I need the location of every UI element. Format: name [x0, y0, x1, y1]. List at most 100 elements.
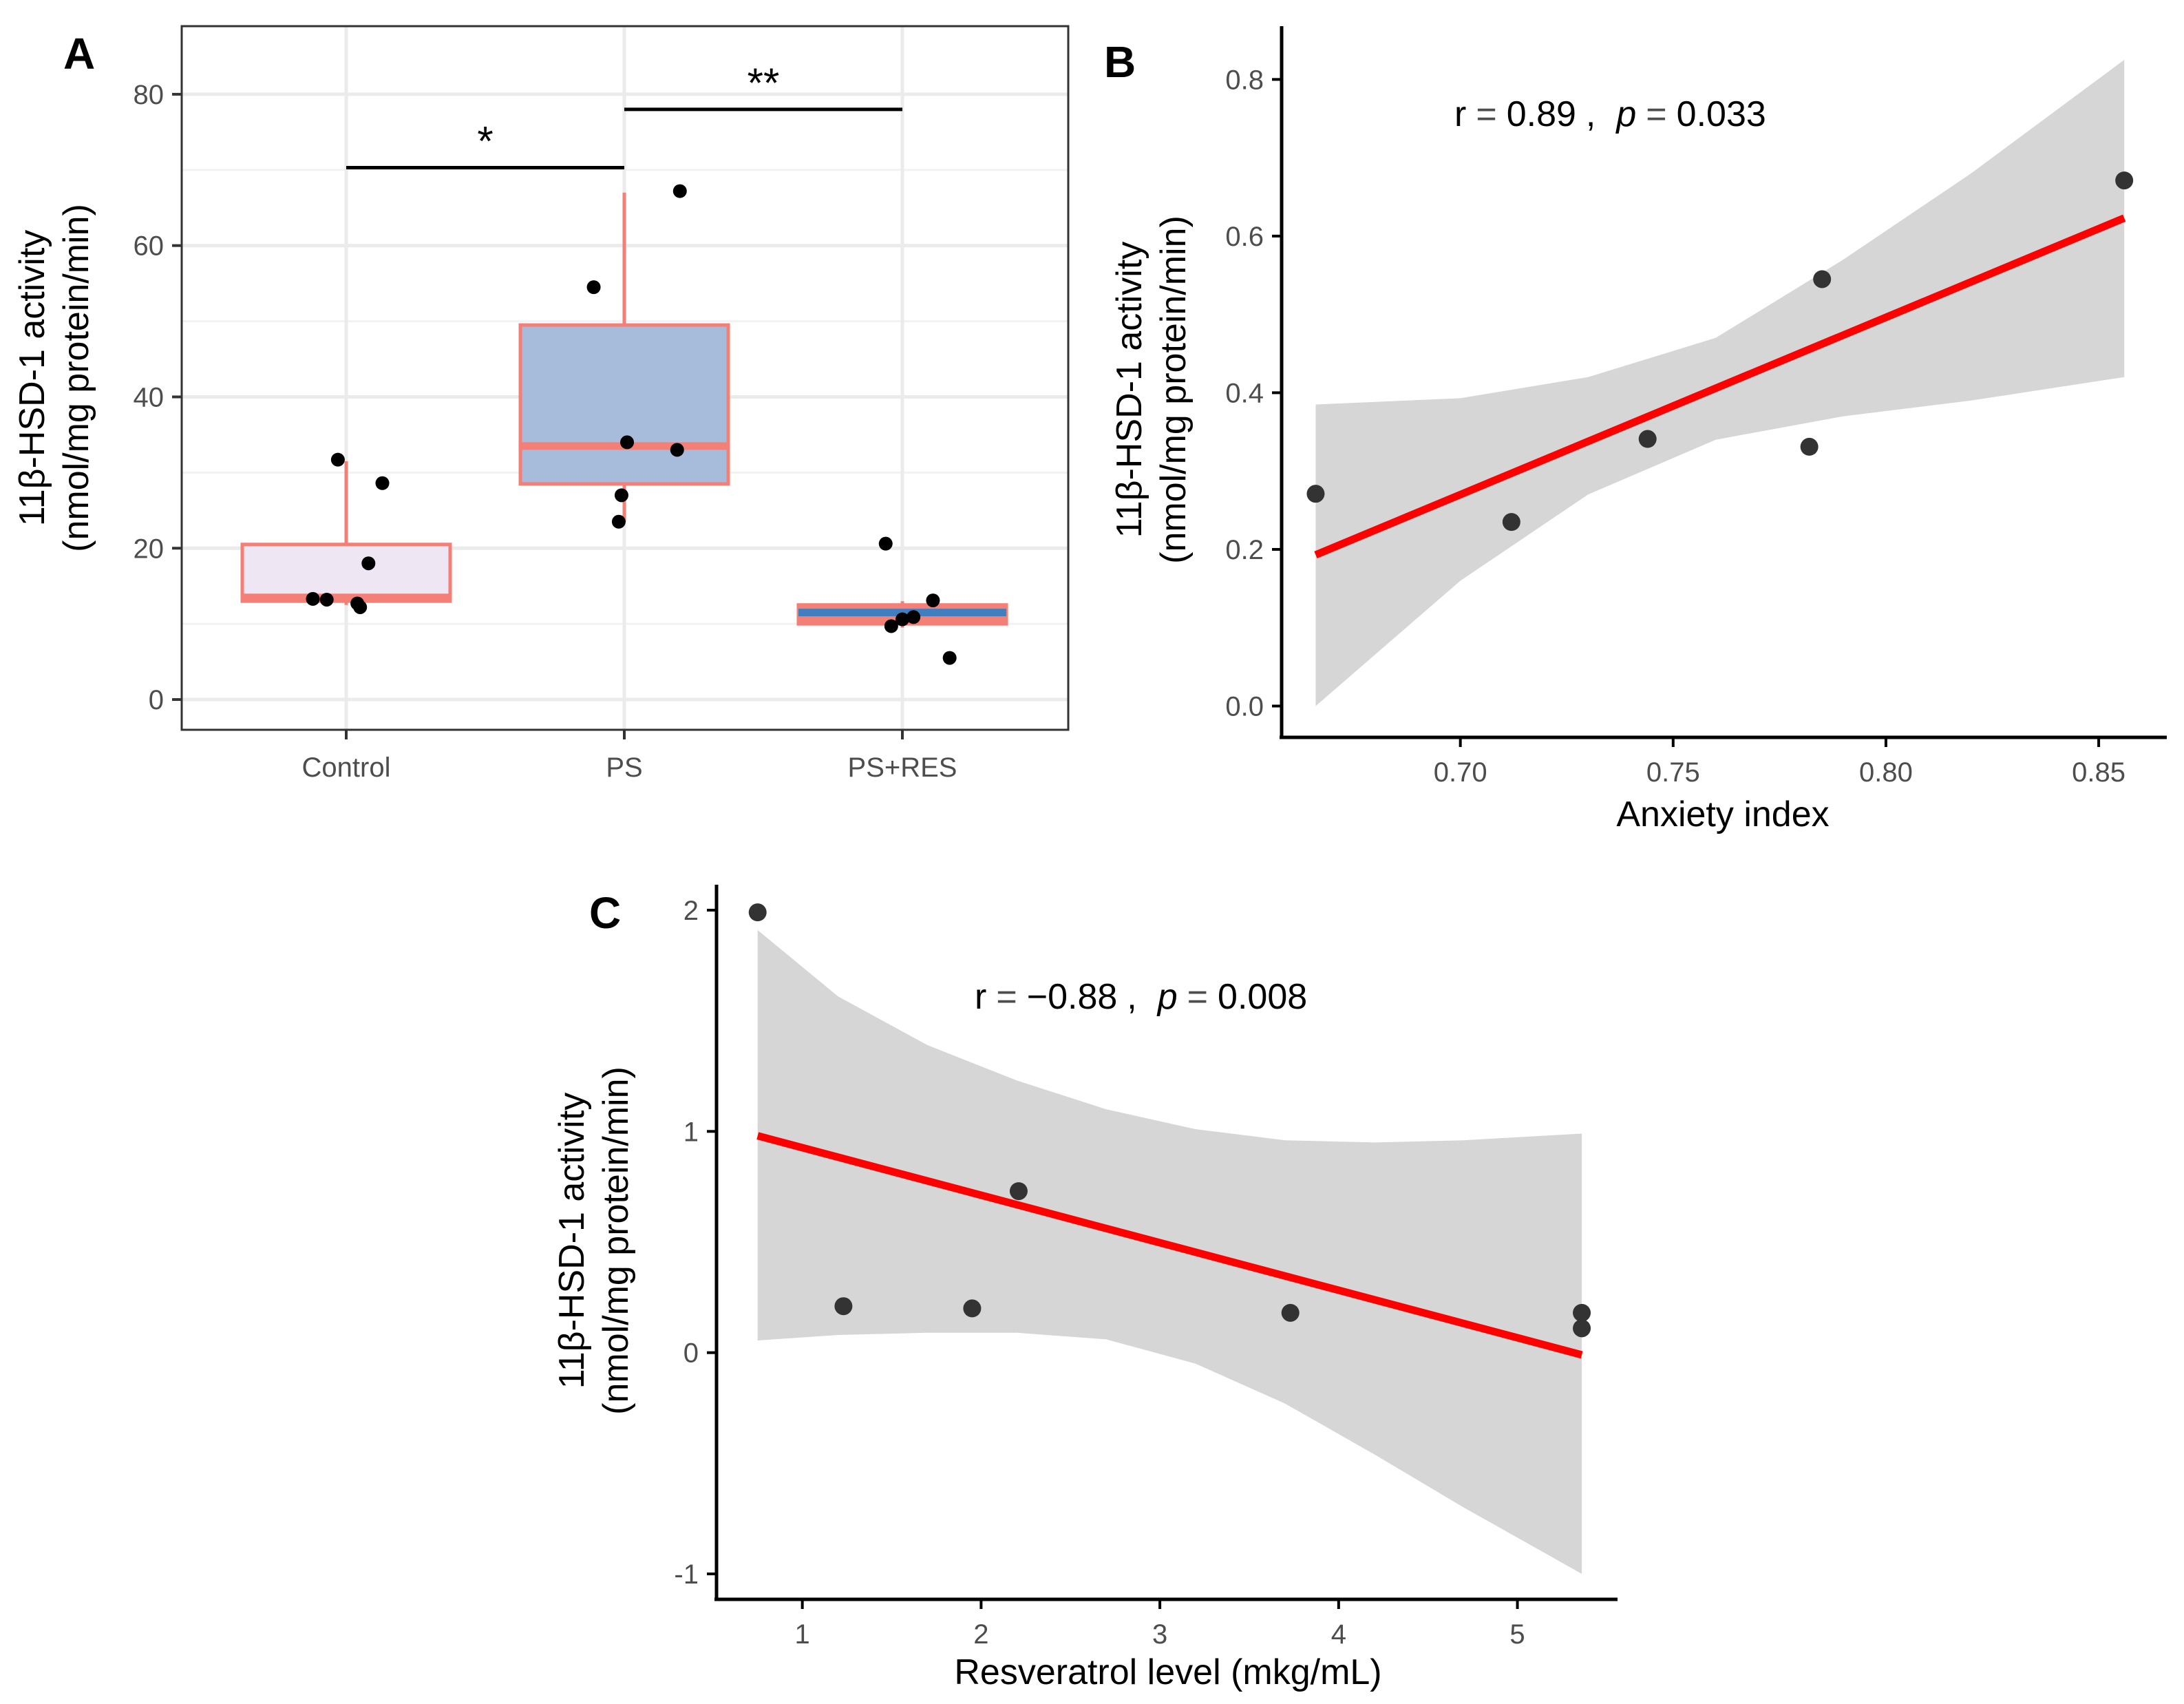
- panel-a-data-point: [926, 593, 940, 608]
- panel-c-x-axis-title: Resveratrol level (mkg/mL): [954, 1652, 1381, 1692]
- panel-a-significance-label: *: [477, 118, 493, 164]
- panel-b-x-axis-title: Anxiety index: [1616, 795, 1829, 834]
- panel-a-significance-bars: ***: [346, 60, 902, 169]
- panel-b-r-label: r: [1454, 94, 1466, 134]
- panel-c-x-tick-label: 5: [1509, 1619, 1525, 1650]
- panel-a-data-point: [620, 435, 635, 450]
- panel-c-confidence-band: [757, 929, 1582, 1574]
- panel-a-y-tick-label: 0: [149, 685, 164, 715]
- panel-a-data-point: [907, 610, 921, 624]
- panel-a-box: [240, 543, 452, 603]
- panel-a-box: [518, 323, 730, 486]
- panel-a-y-tick-label: 60: [134, 231, 165, 262]
- panel-b-x-ticks: 0.70 0.75 0.80 0.85: [1434, 737, 2125, 788]
- panel-c-data-point: [1281, 1303, 1300, 1322]
- panel-b-p-label: p: [1615, 94, 1636, 134]
- panel-a-data-point: [942, 651, 957, 665]
- panel-a-data-point: [884, 619, 898, 633]
- panel-b-letter: B: [1104, 37, 1136, 87]
- panel-a-x-tick-label: Control: [302, 753, 391, 783]
- panel-b-y-tick-label: 0.8: [1225, 65, 1264, 95]
- panel-a-y-tick-label: 40: [134, 382, 165, 412]
- panel-b-r-value: 0.89: [1507, 94, 1576, 134]
- panel-b-p-value: 0.033: [1677, 94, 1766, 134]
- panel-c-data-point: [1009, 1182, 1028, 1201]
- panel-b-data-point: [1502, 513, 1520, 532]
- panel-c-data-point: [834, 1297, 853, 1316]
- panel-b-data-point: [1638, 430, 1657, 448]
- panel-b-y-axis-title-line1: 11β-HSD-1 activity: [1110, 242, 1149, 538]
- panel-a-data-point: [895, 612, 909, 627]
- panel-c-x-tick-label: 1: [795, 1619, 810, 1650]
- panel-c-r-value: −0.88: [1027, 977, 1118, 1017]
- panel-c-y-ticks: -1 0 1 2: [674, 896, 717, 1590]
- panel-c-data-point: [748, 903, 767, 922]
- panel-c-data-point: [1573, 1319, 1591, 1338]
- panel-c-x-tick-label: 4: [1331, 1619, 1346, 1650]
- panel-c-points: [748, 903, 1591, 1338]
- panel-b-x-tick-label: 0.75: [1646, 757, 1700, 788]
- panel-b-p-equals: =: [1646, 94, 1666, 134]
- panel-a-y-ticks: 0 20 40 60 80: [134, 80, 182, 715]
- panel-c-y-axis-title-line1: 11β-HSD-1 activity: [552, 1093, 592, 1389]
- panel-b-y-axis-title-line2: (nmol/mg protein/min): [1154, 215, 1194, 564]
- panel-c-y-tick-label: 1: [683, 1117, 699, 1147]
- panel-c-y-tick-label: 2: [683, 896, 699, 926]
- panel-c-x-ticks: 1 2 3 4 5: [795, 1599, 1525, 1650]
- panel-a-y-axis-title-line1: 11β-HSD-1 activity: [12, 230, 52, 527]
- panel-a-data-point: [306, 591, 320, 606]
- panel-b-x-tick-label: 0.80: [1859, 757, 1913, 788]
- panel-b-data-point: [1800, 437, 1819, 456]
- panel-a-letter: A: [63, 29, 95, 78]
- panel-c-p-equals: =: [1187, 977, 1208, 1017]
- panel-c-data-point: [963, 1299, 982, 1318]
- panel-a-data-point: [586, 280, 601, 295]
- panel-c-y-tick-label: 0: [683, 1338, 699, 1369]
- panel-a-significance-label: **: [748, 60, 780, 106]
- panel-b-y-tick-label: 0.6: [1225, 222, 1264, 252]
- panel-b-x-tick-label: 0.70: [1434, 757, 1487, 788]
- panel-a-boxes: [240, 192, 1008, 628]
- panel-c-regression-line: [756, 1132, 1583, 1359]
- panel-c-x-tick-label: 3: [1152, 1619, 1167, 1650]
- panel-b-data-point: [1813, 270, 1832, 288]
- panel-c-correlation-annotation: r = −0.88, p = 0.008: [975, 977, 1307, 1017]
- panel-a-data-point: [614, 488, 628, 503]
- panel-a-data-point: [375, 476, 390, 490]
- panel-b-y-tick-label: 0.0: [1225, 691, 1264, 722]
- panel-b-x-tick-label: 0.85: [2072, 757, 2125, 788]
- panel-c-p-label: p: [1156, 977, 1178, 1017]
- panel-b-points: [1306, 171, 2134, 532]
- panel-a-x-tick-label: PS+RES: [848, 753, 957, 783]
- panel-a-y-tick-label: 80: [134, 80, 165, 110]
- panel-a-data-point: [353, 600, 368, 614]
- panel-c-scatter: C -1 0 1 2 1 2 3 4 5 Resveratrol level (mkg/mL)…: [552, 885, 1618, 1692]
- panel-b-y-tick-label: 0.4: [1225, 378, 1264, 408]
- panel-a-x-tick-label: PS: [606, 753, 642, 783]
- panel-c-data-point: [1573, 1303, 1591, 1322]
- panel-a-x-ticks: Control PS PS+RES: [302, 730, 957, 783]
- panel-c-y-tick-label: -1: [674, 1559, 699, 1590]
- panel-a-y-axis-title-line2: (nmol/mg protein/min): [56, 204, 96, 552]
- panel-b-y-ticks: 0.0 0.2 0.4 0.6 0.8: [1225, 65, 1282, 722]
- panel-a-points: [306, 184, 957, 665]
- panel-a-data-point: [319, 592, 334, 607]
- panel-c-y-axis-title-line2: (nmol/mg protein/min): [596, 1066, 636, 1415]
- panel-b-correlation-annotation: r = 0.89, p = 0.033: [1454, 94, 1766, 134]
- panel-a-data-point: [611, 514, 626, 529]
- panel-a-data-point: [330, 452, 345, 467]
- panel-c-x-tick-label: 2: [973, 1619, 988, 1650]
- panel-b-r-equals: =: [1476, 94, 1496, 134]
- panel-c-p-value: 0.008: [1218, 977, 1307, 1017]
- panel-a-data-point: [670, 443, 684, 457]
- panel-a-data-point: [672, 184, 687, 198]
- panel-c-r-label: r: [975, 977, 986, 1017]
- panel-b-regression-line: [1314, 214, 2126, 559]
- panel-a-y-tick-label: 20: [134, 534, 165, 564]
- panel-b-y-tick-label: 0.2: [1225, 535, 1264, 565]
- panel-c-r-equals: =: [996, 977, 1017, 1017]
- panel-c-letter: C: [589, 888, 621, 938]
- panel-a-data-point: [361, 556, 376, 571]
